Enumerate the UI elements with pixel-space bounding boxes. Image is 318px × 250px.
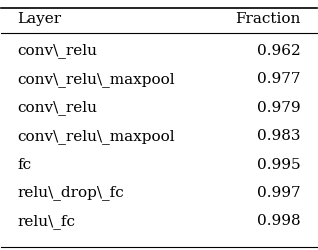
Text: relu\_fc: relu\_fc: [17, 214, 75, 229]
Text: 0.997: 0.997: [257, 186, 301, 200]
Text: conv\_relu: conv\_relu: [17, 44, 97, 58]
Text: 0.983: 0.983: [257, 129, 301, 143]
Text: Fraction: Fraction: [235, 12, 301, 26]
Text: 0.998: 0.998: [257, 214, 301, 228]
Text: fc: fc: [17, 158, 31, 172]
Text: 0.962: 0.962: [257, 44, 301, 58]
Text: 0.979: 0.979: [257, 101, 301, 115]
Text: relu\_drop\_fc: relu\_drop\_fc: [17, 186, 124, 200]
Text: 0.995: 0.995: [257, 158, 301, 172]
Text: Layer: Layer: [17, 12, 61, 26]
Text: conv\_relu\_maxpool: conv\_relu\_maxpool: [17, 72, 175, 87]
Text: conv\_relu: conv\_relu: [17, 100, 97, 115]
Text: conv\_relu\_maxpool: conv\_relu\_maxpool: [17, 129, 175, 144]
Text: 0.977: 0.977: [257, 72, 301, 86]
